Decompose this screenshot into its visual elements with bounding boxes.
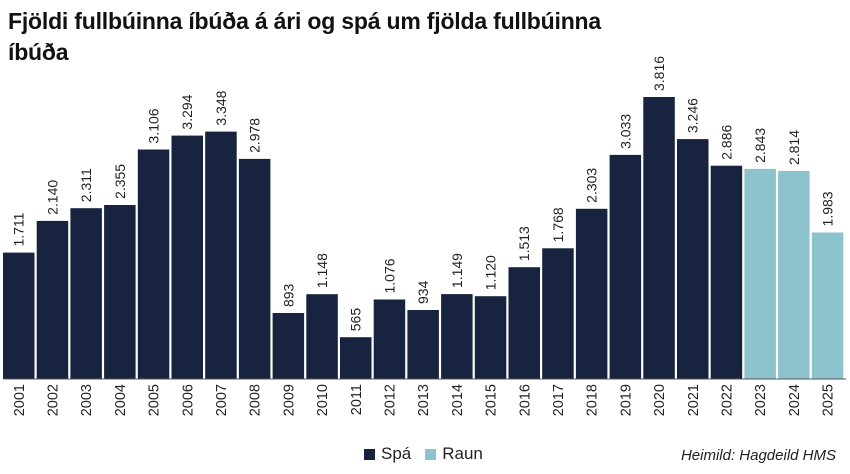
x-tick-label-2012: 2012 — [382, 384, 398, 416]
value-label-2010: 1.148 — [314, 253, 330, 288]
x-tick-label-2022: 2022 — [719, 384, 735, 416]
x-tick-label-2002: 2002 — [45, 384, 61, 416]
x-tick-label-2004: 2004 — [113, 384, 129, 416]
bar-2013 — [407, 310, 439, 379]
bar-2025 — [811, 232, 844, 379]
bar-2021 — [677, 139, 709, 379]
source-note: Heimild: Hagdeild HMS — [680, 447, 836, 464]
legend-item-raun: Raun — [425, 444, 483, 464]
x-tick-label-2008: 2008 — [248, 384, 264, 416]
chart-title: Fjöldi fullbúinna íbúða á ári og spá um … — [8, 8, 601, 65]
x-tick-label-2003: 2003 — [79, 384, 95, 416]
bar-2015 — [474, 296, 507, 379]
legend: Spá Raun — [364, 444, 497, 464]
bar-2003 — [70, 208, 102, 379]
bar-2024 — [778, 171, 810, 379]
value-label-2015: 1.120 — [483, 255, 499, 290]
value-label-2002: 2.140 — [44, 180, 60, 215]
bar-2017 — [542, 248, 574, 379]
x-tick-label-2017: 2017 — [551, 384, 567, 416]
bars-group: 1.711 2001 2.140 2002 2.311 2003 2.355 2004 3.10… — [3, 56, 844, 416]
legend-item-spa: Spá — [364, 444, 411, 464]
value-label-2025: 1.983 — [820, 191, 836, 226]
bar-2022 — [710, 165, 743, 379]
value-label-2008: 2.978 — [247, 118, 263, 153]
x-tick-label-2001: 2001 — [12, 384, 28, 416]
value-label-2023: 2.843 — [752, 128, 768, 163]
x-tick-label-2024: 2024 — [787, 384, 803, 416]
value-label-2007: 3.348 — [213, 90, 229, 125]
bar-2004 — [104, 205, 136, 379]
x-tick-label-2015: 2015 — [484, 384, 500, 416]
bar-2012 — [373, 299, 406, 379]
x-tick-label-2013: 2013 — [416, 384, 432, 416]
value-label-2014: 1.149 — [449, 253, 465, 288]
value-label-2019: 3.033 — [617, 114, 633, 149]
x-tick-label-2010: 2010 — [315, 384, 331, 416]
bar-2023 — [744, 168, 776, 379]
value-label-2017: 1.768 — [550, 207, 566, 242]
x-tick-label-2009: 2009 — [281, 384, 297, 416]
legend-swatch-raun — [425, 448, 437, 460]
value-label-2009: 893 — [280, 283, 296, 307]
value-label-2011: 565 — [348, 308, 364, 332]
value-label-2021: 3.246 — [685, 98, 701, 133]
bar-2019 — [609, 154, 642, 379]
x-tick-label-2018: 2018 — [585, 384, 601, 416]
bar-2010 — [306, 294, 338, 379]
value-label-2020: 3.816 — [651, 56, 667, 91]
value-label-2018: 2.303 — [584, 168, 600, 203]
x-tick-label-2016: 2016 — [517, 384, 533, 416]
x-tick-label-2014: 2014 — [450, 384, 466, 416]
value-label-2012: 1.076 — [381, 258, 397, 293]
bar-2007 — [205, 131, 237, 379]
value-label-2001: 1.711 — [11, 212, 27, 246]
x-tick-label-2006: 2006 — [180, 384, 196, 416]
bar-2014 — [441, 294, 473, 379]
legend-swatch-spa — [364, 448, 375, 460]
value-label-2003: 2.311 — [78, 168, 94, 202]
bar-2018 — [575, 208, 608, 379]
bar-2008 — [238, 158, 271, 379]
bar-2005 — [137, 149, 170, 379]
x-tick-label-2005: 2005 — [147, 384, 163, 416]
bar-2011 — [340, 337, 372, 379]
x-tick-label-2023: 2023 — [753, 384, 769, 416]
x-tick-label-2025: 2025 — [821, 384, 837, 416]
x-tick-label-2007: 2007 — [214, 384, 230, 416]
value-label-2022: 2.886 — [718, 124, 734, 159]
bar-2016 — [508, 267, 540, 379]
bar-2006 — [171, 135, 203, 379]
bar-2002 — [36, 220, 69, 379]
bar-2009 — [272, 313, 305, 379]
x-tick-label-2011: 2011 — [349, 384, 365, 415]
value-label-2013: 934 — [415, 280, 431, 304]
x-tick-label-2019: 2019 — [618, 384, 634, 416]
value-label-2016: 1.513 — [516, 226, 532, 261]
legend-label-spa: Spá — [381, 444, 412, 463]
value-label-2004: 2.355 — [112, 164, 128, 199]
legend-label-raun: Raun — [442, 444, 483, 463]
x-tick-label-2020: 2020 — [652, 384, 668, 416]
x-tick-label-2021: 2021 — [686, 384, 702, 416]
value-label-2006: 3.294 — [179, 94, 195, 129]
value-label-2005: 3.106 — [146, 108, 162, 143]
value-label-2024: 2.814 — [786, 130, 802, 165]
bar-2001 — [3, 252, 35, 379]
bar-2020 — [643, 97, 675, 379]
